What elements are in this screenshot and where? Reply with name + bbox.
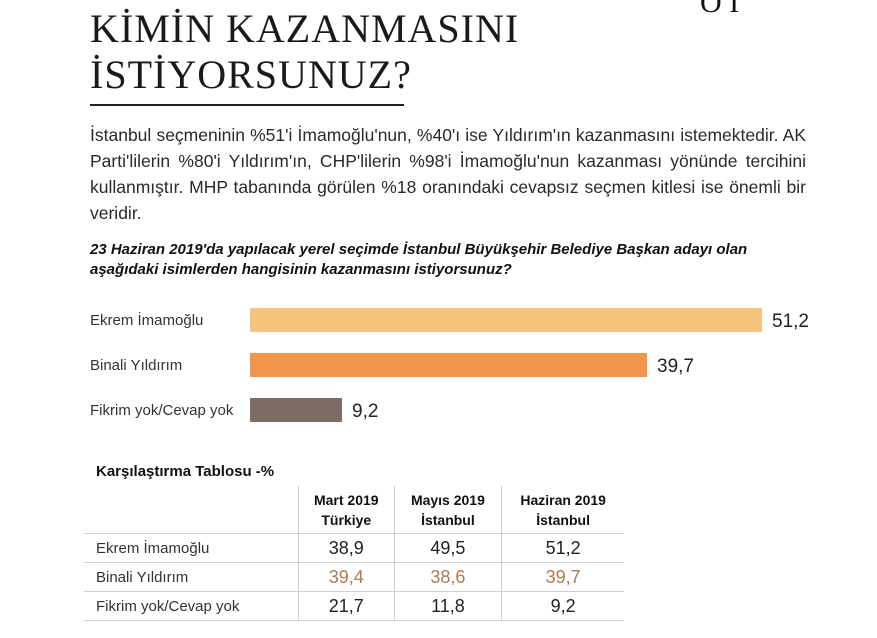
column-header-line: Türkiye <box>321 512 372 528</box>
column-header-line: Haziran 2019 <box>520 492 606 508</box>
table-cell: 38,9 <box>298 533 395 563</box>
corner-mark: O I <box>700 0 740 19</box>
bar-value-label: 39,7 <box>657 356 694 377</box>
headline-line-2: İSTİYORSUNUZ? <box>90 52 412 97</box>
table-header-row: Mart 2019 Türkiye Mayıs 2019 İstanbul Ha… <box>84 486 624 534</box>
row-label: Fikrim yok/Cevap yok <box>84 591 299 621</box>
column-header-line: İstanbul <box>536 512 590 528</box>
headline-rule <box>90 104 404 106</box>
table-cell: 49,5 <box>393 533 502 563</box>
table-row: Ekrem İmamoğlu 38,9 49,5 51,2 <box>84 533 624 563</box>
bar-category-label: Ekrem İmamoğlu <box>90 311 203 329</box>
column-header-may: Mayıs 2019 İstanbul <box>393 486 502 534</box>
comparison-table-title: Karşılaştırma Tablosu -% <box>96 463 275 480</box>
table-cell: 9,2 <box>501 591 624 621</box>
table-cell: 21,7 <box>298 591 395 621</box>
table-cell: 39,4 <box>298 562 395 592</box>
column-header-line: İstanbul <box>421 512 475 528</box>
table-row: Binali Yıldırım 39,4 38,6 39,7 <box>84 562 624 592</box>
table-cell: 39,7 <box>501 562 624 592</box>
table-corner-cell <box>84 486 299 534</box>
bar <box>250 398 342 422</box>
bar <box>250 308 762 332</box>
comparison-table: Mart 2019 Türkiye Mayıs 2019 İstanbul Ha… <box>84 486 624 621</box>
survey-question: 23 Haziran 2019'da yapılacak yerel seçim… <box>90 241 748 278</box>
row-label: Ekrem İmamoğlu <box>84 533 299 563</box>
bar-chart: Ekrem İmamoğlu 51,2 Binali Yıldırım 39,7 Fik… <box>90 308 809 422</box>
table-row: Fikrim yok/Cevap yok 21,7 11,8 9,2 <box>84 591 624 621</box>
bar-category-label: Fikrim yok/Cevap yok <box>90 402 234 419</box>
column-header-march: Mart 2019 Türkiye <box>298 486 395 534</box>
bar-value-label: 9,2 <box>352 401 378 422</box>
column-header-line: Mart 2019 <box>313 492 379 508</box>
bar-value-label: 51,2 <box>772 311 809 332</box>
column-header-june: Haziran 2019 İstanbul <box>501 486 624 534</box>
bar <box>250 353 647 377</box>
headline-line-1: KİMİN KAZANMASINI <box>90 6 520 51</box>
headline: KİMİN KAZANMASINI İSTİYORSUNUZ? <box>90 6 519 98</box>
table-cell: 51,2 <box>501 533 624 563</box>
table-cell: 11,8 <box>393 591 502 621</box>
row-label: Binali Yıldırım <box>84 562 299 592</box>
bar-category-label: Binali Yıldırım <box>90 357 182 374</box>
column-header-line: Mayıs 2019 <box>410 492 485 508</box>
intro-paragraph: İstanbul seçmeninin %51'i İmamoğlu'nun, … <box>90 125 806 223</box>
table-cell: 38,6 <box>393 562 502 592</box>
